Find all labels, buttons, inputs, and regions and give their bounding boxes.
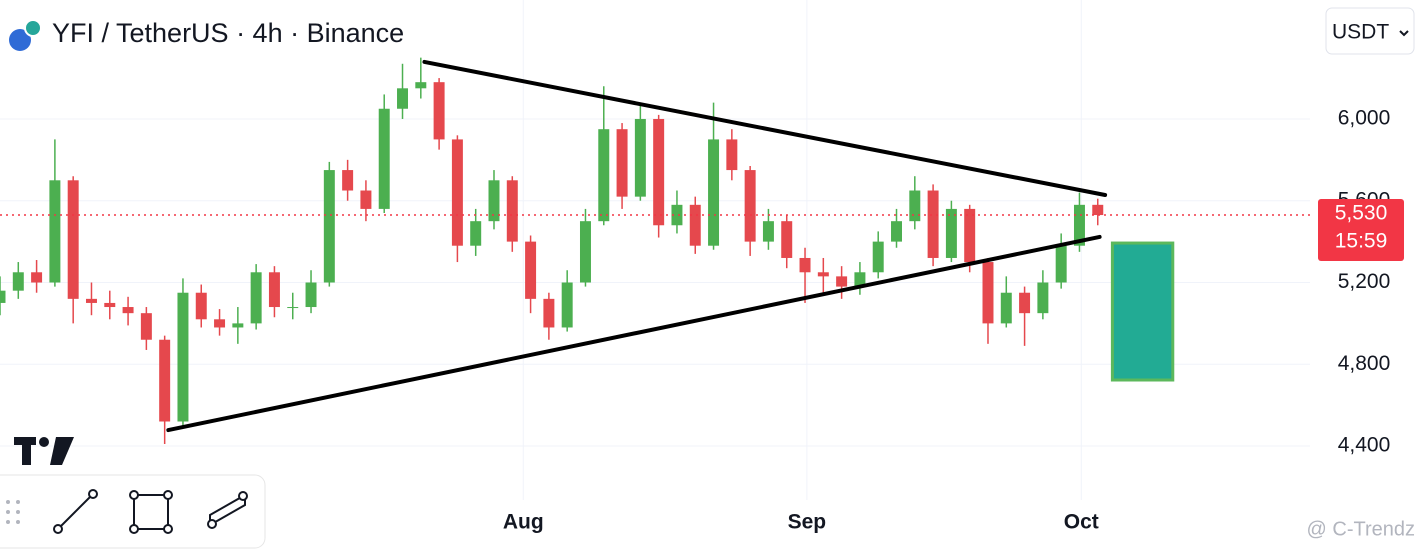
overlay (0, 59, 1310, 433)
candle-body (579, 221, 591, 283)
y-tick-label: 5,200 (1338, 270, 1391, 293)
candle-body (872, 241, 884, 273)
chart-title: YFI / TetherUS · 4h · Binance (52, 18, 404, 48)
currency-button[interactable] (1325, 7, 1415, 55)
tv-logo (14, 437, 74, 465)
candle-body (397, 88, 409, 109)
candle-body (909, 190, 921, 222)
candle-body (945, 208, 957, 258)
countdown-label: 15:59 (1335, 230, 1388, 253)
candle-body (982, 262, 994, 324)
candle-body (1092, 204, 1104, 216)
target-box (1110, 241, 1175, 382)
candle-body (305, 282, 317, 308)
candle-body (159, 339, 171, 422)
candle-body (653, 118, 665, 226)
candle-body (708, 139, 720, 246)
candle-body (891, 221, 902, 242)
candle-body (342, 170, 354, 191)
candle-body (433, 82, 445, 140)
candle-body (854, 272, 866, 287)
x-tick-label: Oct (1064, 511, 1099, 534)
candle-body (488, 180, 500, 222)
channel-tool[interactable] (207, 491, 248, 529)
candle-body (67, 180, 79, 299)
candle-body (964, 208, 976, 263)
candle-body (122, 307, 134, 314)
candle-body (1037, 282, 1049, 314)
candle-body (140, 313, 152, 340)
candle-body (451, 139, 463, 246)
candle-body (287, 307, 299, 309)
candle-body (360, 190, 372, 209)
candle-body (0, 290, 6, 303)
toolbar-panel (0, 474, 266, 549)
toolbar-grip (6, 500, 20, 524)
candle-body (744, 170, 756, 242)
rectangle-tool[interactable] (129, 490, 173, 534)
candle-body (1073, 204, 1085, 246)
candle-body (1055, 245, 1067, 283)
trendline (166, 234, 1102, 433)
candle-body (12, 272, 24, 291)
candle-body (598, 129, 610, 222)
watermark: @ C-Trendz (1307, 518, 1415, 540)
y-tick-label: 4,800 (1338, 352, 1391, 375)
candle-body (616, 129, 628, 197)
candle-body (232, 323, 244, 328)
candle-body (799, 257, 811, 273)
candle-body (836, 276, 848, 287)
candle-body (1000, 292, 1012, 324)
candle-body (214, 319, 226, 328)
candle-body (506, 180, 518, 242)
candle-body (195, 292, 207, 320)
y-tick-label: 4,400 (1338, 434, 1391, 457)
candle-body (323, 170, 335, 283)
currency-icon (24, 19, 42, 37)
candle-body (104, 302, 116, 308)
last-price-badge (1318, 199, 1404, 262)
candle-body (177, 292, 189, 422)
candle-body (378, 108, 390, 209)
candle-body (470, 221, 482, 246)
candle-body (781, 221, 793, 258)
symbol-icon (9, 29, 31, 51)
candle-body (49, 180, 61, 283)
candle-body (85, 298, 97, 303)
y-tick-label: 6,000 (1338, 107, 1391, 130)
trendline (422, 59, 1108, 198)
currency-label[interactable]: USDT (1332, 21, 1389, 44)
candle-body (689, 204, 701, 246)
trendline-tool[interactable] (53, 489, 98, 534)
candle-body (1019, 292, 1031, 314)
candle-body (671, 204, 683, 226)
candle-body (415, 82, 427, 89)
x-tick-label: Sep (788, 511, 827, 534)
candle-body (543, 298, 555, 328)
candle-body (927, 190, 939, 258)
candle-body (525, 241, 537, 299)
candle-body (762, 221, 774, 242)
candle-body (250, 272, 262, 324)
dropdown-arrow (1399, 30, 1409, 37)
x-tick-label: Aug (503, 511, 544, 534)
last-price-label: 5,530 (1335, 202, 1388, 225)
drawing-toolbar (0, 474, 266, 549)
candle-body (268, 272, 280, 308)
candle-body (817, 272, 829, 277)
plot (0, 57, 1104, 444)
candle-body (31, 272, 43, 283)
candle-body (561, 282, 573, 328)
candle-body (634, 118, 646, 197)
candle-body (726, 139, 738, 171)
